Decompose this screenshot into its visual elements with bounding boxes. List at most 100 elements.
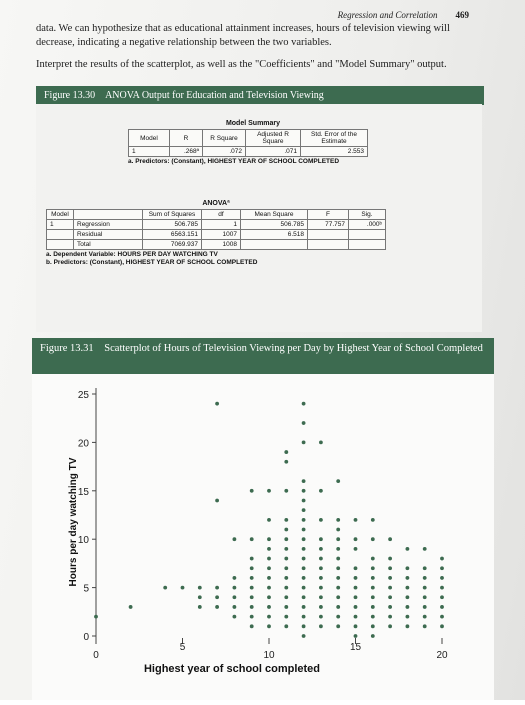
data-point <box>370 537 375 542</box>
cell <box>348 229 386 240</box>
anova-footnote-a: a. Dependent Variable: HOURS PER DAY WAT… <box>46 251 218 258</box>
data-point <box>440 605 444 609</box>
cell: 1008 <box>201 239 241 250</box>
data-point <box>301 614 306 619</box>
data-point <box>284 527 289 532</box>
cell: 506.785 <box>240 219 308 230</box>
col-header: Mean Square <box>240 209 308 220</box>
data-point <box>353 537 358 542</box>
data-point <box>388 605 392 609</box>
cell: .000ᵇ <box>348 219 386 230</box>
page-number: 469 <box>455 10 470 20</box>
data-point <box>215 498 220 503</box>
data-point <box>301 401 306 406</box>
data-point <box>353 624 358 629</box>
data-point <box>301 440 306 445</box>
data-point <box>336 595 341 600</box>
data-point <box>215 595 220 600</box>
cell: 7069.937 <box>142 239 202 250</box>
cell <box>348 239 386 250</box>
table-row: 1 .268ª .072 .071 2.553 <box>128 146 368 157</box>
data-point <box>440 566 444 571</box>
data-point <box>388 614 392 619</box>
data-point <box>319 576 323 580</box>
cell: .268ª <box>169 146 203 157</box>
data-point <box>370 576 375 580</box>
data-point <box>249 624 254 629</box>
col-header: R Square <box>202 129 246 147</box>
data-point <box>336 537 341 542</box>
data-point <box>370 605 375 609</box>
data-point <box>232 585 237 590</box>
data-point <box>353 614 358 619</box>
data-point <box>301 556 306 561</box>
data-point <box>319 566 323 571</box>
data-point <box>301 508 306 513</box>
data-point <box>215 585 220 590</box>
data-point <box>370 585 375 590</box>
data-point <box>267 605 271 609</box>
data-point <box>128 605 133 609</box>
data-point <box>284 556 289 561</box>
col-header: R <box>169 129 203 147</box>
x-tick-label: 5 <box>180 642 186 653</box>
data-point <box>353 595 358 600</box>
cell: 506.785 <box>142 219 202 230</box>
data-point <box>232 576 237 580</box>
data-point <box>267 595 271 600</box>
x-tick-label: 0 <box>93 650 99 661</box>
data-point <box>388 556 392 561</box>
data-point <box>336 556 341 561</box>
col-header: F <box>307 209 349 220</box>
data-point <box>301 546 306 551</box>
data-point <box>249 595 254 600</box>
data-point <box>388 624 392 629</box>
data-point <box>336 479 341 484</box>
cell: 1 <box>201 219 241 230</box>
data-point <box>422 614 427 619</box>
cell <box>46 239 74 250</box>
y-tick-label: 25 <box>78 390 90 401</box>
data-point <box>284 517 289 522</box>
data-point <box>267 488 271 493</box>
data-point <box>249 566 254 571</box>
data-point <box>249 556 254 561</box>
data-point <box>319 546 323 551</box>
data-point <box>370 517 375 522</box>
anova-block: ANOVAª Model Sum of Squares df Mean Squa… <box>46 200 386 266</box>
figure-caption: Scatterplot of Hours of Television Viewi… <box>104 343 483 354</box>
data-point <box>232 537 237 542</box>
cell: 1007 <box>201 229 241 240</box>
col-header: df <box>201 209 241 220</box>
data-point <box>405 585 410 590</box>
paragraph-1: data. We can hypothesize that as educati… <box>36 23 450 48</box>
data-point <box>319 595 323 600</box>
data-point <box>267 576 271 580</box>
cell: 1 <box>46 219 74 230</box>
data-point <box>197 595 202 600</box>
data-point <box>353 566 358 571</box>
model-summary-table: Model R R Square Adjusted R Square Std. … <box>128 129 368 157</box>
col-header: Adjusted R Square <box>245 129 301 147</box>
y-tick-label: 10 <box>78 535 90 546</box>
data-point <box>215 401 220 406</box>
anova-figure-panel: Model Summary Model R R Square Adjusted … <box>36 104 482 332</box>
data-point <box>336 517 341 522</box>
running-header: Regression and Correlation 469 <box>338 10 469 20</box>
data-points <box>94 401 444 638</box>
data-point <box>319 624 323 629</box>
cell: 1 <box>128 146 170 157</box>
data-point <box>284 585 289 590</box>
data-point <box>284 614 289 619</box>
cell: .072 <box>202 146 246 157</box>
x-tick-label: 10 <box>263 650 275 661</box>
data-point <box>284 459 289 464</box>
data-point <box>301 517 306 522</box>
figure-13-30-caption-bar: Figure 13.30 ANOVA Output for Education … <box>36 86 484 105</box>
data-point <box>370 634 375 638</box>
data-point <box>197 585 202 590</box>
data-point <box>422 566 427 571</box>
data-point <box>388 537 392 542</box>
data-point <box>284 546 289 551</box>
data-point <box>232 614 237 619</box>
